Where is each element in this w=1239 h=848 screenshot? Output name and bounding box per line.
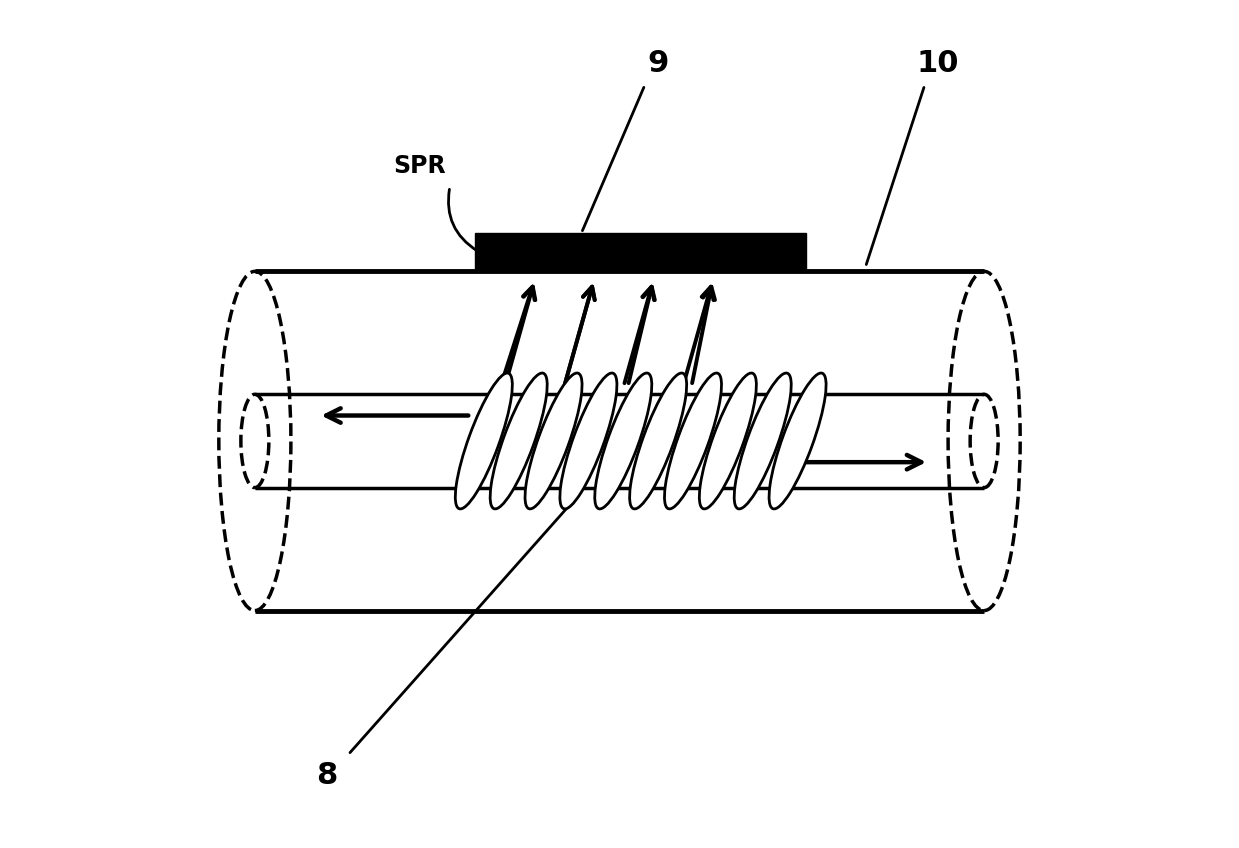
Ellipse shape [664,373,721,509]
Bar [476,233,807,271]
Ellipse shape [491,373,548,509]
Text: 9: 9 [647,49,668,78]
Ellipse shape [629,373,686,509]
Text: 8: 8 [316,762,337,790]
Ellipse shape [455,373,513,509]
Ellipse shape [560,373,617,509]
Text: SPR: SPR [393,154,446,178]
Ellipse shape [769,373,826,509]
Ellipse shape [595,373,652,509]
Ellipse shape [699,373,756,509]
Ellipse shape [525,373,582,509]
Text: 10: 10 [917,49,959,78]
Ellipse shape [735,373,792,509]
